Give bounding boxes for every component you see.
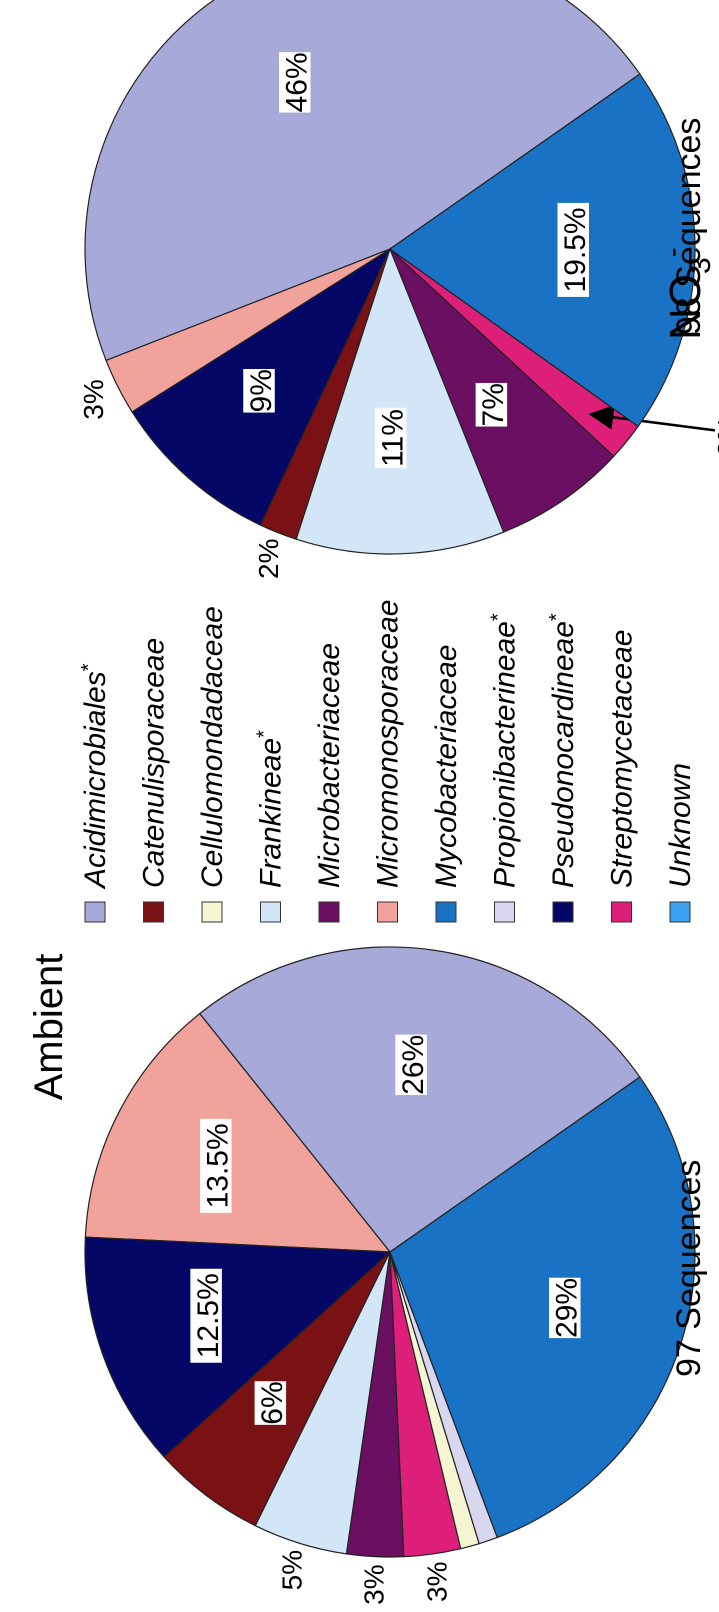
- data-label-ambient-acidimicrobiales: 26%: [397, 1035, 430, 1095]
- legend: Acidimicrobiales* Catenulisporaceae Cellul…: [78, 600, 697, 923]
- data-label-box: [243, 368, 275, 413]
- data-label-box: [200, 1118, 232, 1213]
- data-label-no3-mycobacteriaceae: 19.5%: [559, 207, 592, 292]
- legend-label: Microbacteriaceae: [313, 643, 346, 888]
- legend-label: Pseudonocardineae*: [546, 613, 580, 888]
- legend-item-catenulisporaceae: Catenulisporaceae: [138, 638, 171, 923]
- legend-swatch: [377, 901, 398, 923]
- legend-label: Mycobacteriaceae: [430, 645, 463, 888]
- legend-item-propionibacterineae: Propionibacterineae*: [488, 613, 522, 923]
- data-label-ambient-frankineae: 5%: [277, 1550, 308, 1590]
- legend-item-mycobacteriaceae: Mycobacteriaceae: [430, 645, 463, 923]
- legend-label: Acidimicrobiales*: [78, 663, 112, 890]
- legend-item-frankineae: Frankineae*: [254, 730, 288, 923]
- data-label-ambient-pseudonocardineae: 12.5%: [192, 1273, 225, 1358]
- data-label-no3-frankineae: 11%: [377, 409, 410, 467]
- pie-slice-ambient-acidimicrobiales: [198, 946, 641, 1253]
- legend-swatch: [143, 901, 164, 923]
- legend-swatch: [318, 901, 340, 923]
- data-label-no3-streptomycetaceae: 2%: [712, 416, 719, 456]
- pie-title-ambient: Ambient: [27, 954, 71, 1101]
- data-label-box: [475, 382, 508, 427]
- legend-label: Frankineae*: [254, 730, 288, 888]
- pie-slice-no3-acidimicrobiales: [84, 0, 641, 362]
- data-label-no3-acidimicrobiales: 46%: [281, 52, 314, 112]
- legend-swatch: [260, 901, 281, 923]
- legend-label: Streptomycetaceae: [606, 630, 639, 888]
- pie-chart-ambient: 26% 13.5% 12.5% 6% 5% 3% 3% 29%: [84, 946, 696, 1605]
- legend-label: Cellulomondadaceae: [196, 606, 229, 888]
- legend-item-microbacteriaceae: Microbacteriaceae: [313, 643, 346, 923]
- data-label-no3-microbacteriaceae: 7%: [477, 383, 510, 426]
- pie-slice-ambient-mycobacteriaceae: [389, 1076, 696, 1539]
- data-label-no3-pseudonocardineae: 9%: [245, 369, 278, 412]
- data-label-box: [395, 1034, 427, 1096]
- legend-item-unknown: Unknown: [664, 763, 697, 923]
- data-label-no3-micromonosporaceae: 3%: [78, 379, 109, 419]
- legend-label: Micromonosporaceae: [372, 600, 405, 888]
- legend-swatch: [84, 901, 106, 923]
- legend-item-acidimicrobiales: Acidimicrobiales*: [78, 663, 112, 923]
- pie-subtitle-no3: 98 Sequences: [670, 118, 708, 335]
- data-label-box: [549, 1277, 581, 1339]
- data-label-ambient-microbacteriaceae: 3%: [359, 1564, 390, 1604]
- data-label-box: [254, 1381, 287, 1425]
- legend-swatch: [201, 901, 223, 923]
- legend-label: Propionibacterineae*: [488, 613, 522, 888]
- data-label-box: [278, 52, 311, 113]
- data-label-ambient-catenulisporaceae: 6%: [256, 1381, 289, 1424]
- pie-subtitle-ambient: 97 Sequences: [670, 1160, 708, 1377]
- pie-slice-no3-mycobacteriaceae: [388, 73, 696, 428]
- legend-swatch: [494, 901, 515, 923]
- pie-chart-no3: 46% 3% 9% 2% 11% 7% 2% 19.5%: [78, 0, 719, 579]
- data-label-ambient-mycobacteriaceae: 29%: [551, 1278, 584, 1338]
- legend-swatch: [435, 901, 457, 923]
- data-label-box: [190, 1268, 222, 1363]
- pie-slice-ambient-pseudonocardineae: [84, 1236, 392, 1458]
- pie-slice-no3-frankineae: [295, 247, 505, 555]
- data-label-no3-catenulisporaceae: 2%: [253, 539, 284, 579]
- legend-swatch: [552, 901, 574, 923]
- data-label-box: [374, 407, 407, 469]
- legend-item-pseudonocardineae: Pseudonocardineae*: [546, 613, 580, 923]
- legend-item-cellulomondadaceae: Cellulomondadaceae: [196, 606, 229, 923]
- legend-label: Catenulisporaceae: [138, 638, 171, 888]
- data-label-ambient-streptomycetaceae: 3%: [421, 1562, 452, 1602]
- legend-swatch: [611, 901, 632, 923]
- label-arrow: [588, 404, 716, 432]
- legend-label: Unknown: [664, 763, 697, 888]
- data-label-ambient-micromonosporaceae: 13.5%: [202, 1123, 235, 1208]
- legend-swatch: [669, 901, 691, 923]
- legend-item-micromonosporaceae: Micromonosporaceae: [372, 600, 405, 923]
- legend-item-streptomycetaceae: Streptomycetaceae: [606, 630, 639, 923]
- data-label-box: [557, 202, 589, 297]
- pie-slice-ambient-micromonosporaceae: [84, 1012, 392, 1253]
